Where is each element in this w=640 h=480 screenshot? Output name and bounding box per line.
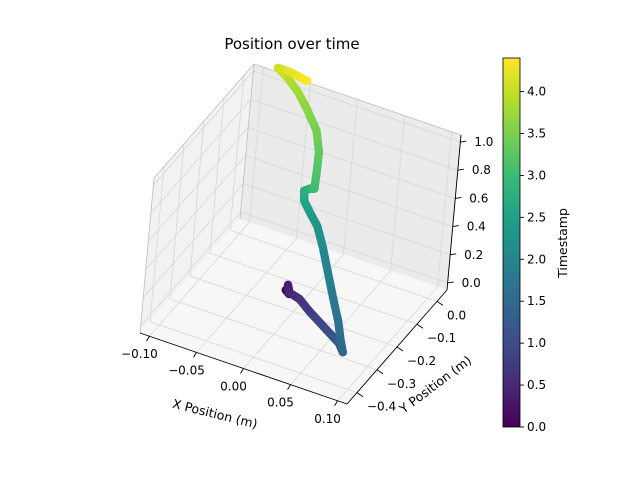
trajectory-points <box>273 63 348 357</box>
grid-line <box>250 98 458 171</box>
y-tick <box>356 392 364 397</box>
colorbar-tick-label: 3.5 <box>527 126 546 140</box>
z-tick <box>460 140 467 143</box>
grid-line <box>150 98 252 214</box>
x-tick <box>287 384 291 390</box>
grid-line <box>240 211 448 284</box>
pane-edge <box>239 63 255 220</box>
z-tick-label: 0.0 <box>462 276 481 290</box>
grid-line <box>149 321 358 393</box>
y-tick <box>416 323 424 329</box>
grid-line <box>169 298 378 371</box>
y-tick-label: −0.3 <box>387 377 416 391</box>
x-tick-label: 0.10 <box>314 412 341 426</box>
colorbar-tick-label: 3.0 <box>527 168 546 182</box>
grid-line <box>153 70 254 186</box>
z-tick-label: 0.2 <box>464 248 483 262</box>
pane-edge <box>153 63 255 179</box>
grid-line <box>437 131 452 287</box>
grid-line <box>147 127 249 242</box>
grid-line <box>229 75 245 231</box>
grid-line <box>169 143 185 299</box>
grid-line <box>249 67 264 223</box>
x-tick <box>334 400 338 407</box>
grid-line <box>140 211 241 327</box>
chart-title: Position over time <box>224 35 359 53</box>
pane-edge <box>139 177 155 334</box>
x-tick <box>193 352 197 358</box>
y-tick-label: −0.4 <box>367 400 396 414</box>
x-tick <box>146 335 150 342</box>
x-tick-label: −0.05 <box>168 363 205 377</box>
y-tick <box>396 346 404 352</box>
z-tick <box>455 196 462 199</box>
grid-line <box>145 155 247 270</box>
grid-line <box>209 252 418 325</box>
y-tick-label: 0.0 <box>447 308 466 322</box>
grid-line <box>149 166 165 322</box>
z-axis-line <box>446 134 462 291</box>
grid-line <box>142 183 244 299</box>
colorbar-tick-label: 2.0 <box>527 252 546 266</box>
colorbar-tick-label: 1.5 <box>527 294 546 308</box>
x-axis-label: X Position (m) <box>171 396 259 432</box>
x-tick <box>240 368 244 374</box>
z-tick <box>450 253 457 256</box>
grid-line <box>189 120 205 277</box>
grid-line <box>248 127 456 199</box>
colorbar-tick-label: 2.5 <box>527 210 546 224</box>
colorbar: 0.0 0.5 1.0 1.5 2.0 2.5 3.0 3.5 4.0 <box>502 57 546 434</box>
z-tick-label: 1.0 <box>474 135 493 149</box>
grid-line <box>243 183 451 256</box>
z-tick-label: 0.4 <box>467 220 486 234</box>
trajectory-point <box>302 76 312 86</box>
grid-line <box>245 155 453 227</box>
z-tick-label: 0.6 <box>469 191 488 205</box>
x-tick-label: 0.00 <box>220 380 247 394</box>
grid-line <box>343 99 358 255</box>
colorbar-tick-label: 0.0 <box>527 420 546 434</box>
y-tick-label: −0.2 <box>407 354 436 368</box>
colorbar-label: Timestamp <box>555 208 570 279</box>
colorbar-tick-label: 0.5 <box>527 378 546 392</box>
grid-line <box>229 230 438 302</box>
grid-line <box>189 275 398 348</box>
colorbar-tick-label: 4.0 <box>527 85 546 99</box>
axis-ticks: −0.10 −0.05 0.00 0.05 0.10 −0.4 −0.3 −0.2 −0.1 0.… <box>121 135 493 426</box>
colorbar-tick-label: 1.0 <box>527 336 546 350</box>
z-tick <box>447 281 454 284</box>
grid-line <box>209 98 225 254</box>
y-tick-label: −0.1 <box>427 331 456 345</box>
colorbar-gradient <box>502 57 521 428</box>
z-tick <box>457 168 464 171</box>
grid-line <box>390 115 405 271</box>
z-tick <box>452 225 459 228</box>
y-tick <box>376 369 384 375</box>
x-tick-label: 0.05 <box>267 396 294 410</box>
axes-3d <box>139 63 462 405</box>
y-tick <box>436 301 444 306</box>
x-tick-label: −0.10 <box>121 347 158 361</box>
z-tick-label: 0.8 <box>472 163 491 177</box>
